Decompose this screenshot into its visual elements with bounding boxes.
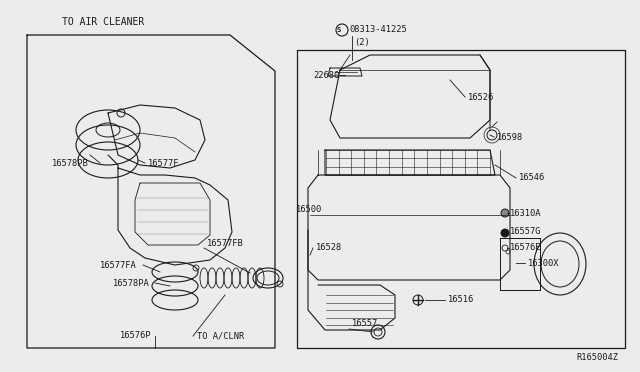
Text: 16310A: 16310A	[510, 208, 541, 218]
Text: 16557G: 16557G	[510, 228, 541, 237]
Text: S: S	[337, 27, 341, 33]
Text: 16557: 16557	[352, 320, 378, 328]
Text: 16578PA: 16578PA	[113, 279, 150, 288]
Text: R165004Z: R165004Z	[576, 353, 618, 362]
Text: 16598: 16598	[497, 132, 524, 141]
Circle shape	[501, 229, 509, 237]
Text: 16528: 16528	[316, 244, 342, 253]
Text: 22680: 22680	[313, 71, 339, 80]
Text: 08313-41225: 08313-41225	[349, 25, 407, 33]
Text: 16577FB: 16577FB	[207, 238, 244, 247]
Text: 16577F: 16577F	[148, 158, 179, 167]
Text: 16577FA: 16577FA	[100, 260, 137, 269]
Text: 16516: 16516	[448, 295, 474, 305]
Text: 16500: 16500	[296, 205, 323, 215]
Text: TO A/CLNR: TO A/CLNR	[197, 331, 244, 340]
Text: 16578PB: 16578PB	[52, 158, 89, 167]
Text: 16300X: 16300X	[528, 259, 559, 267]
Text: 16576P: 16576P	[120, 331, 152, 340]
Text: 16526: 16526	[468, 93, 494, 102]
Text: 16576E: 16576E	[510, 244, 541, 253]
Text: (2): (2)	[354, 38, 370, 48]
Text: TO AIR CLEANER: TO AIR CLEANER	[62, 17, 144, 27]
Circle shape	[501, 209, 509, 217]
Text: 16546: 16546	[519, 173, 545, 183]
